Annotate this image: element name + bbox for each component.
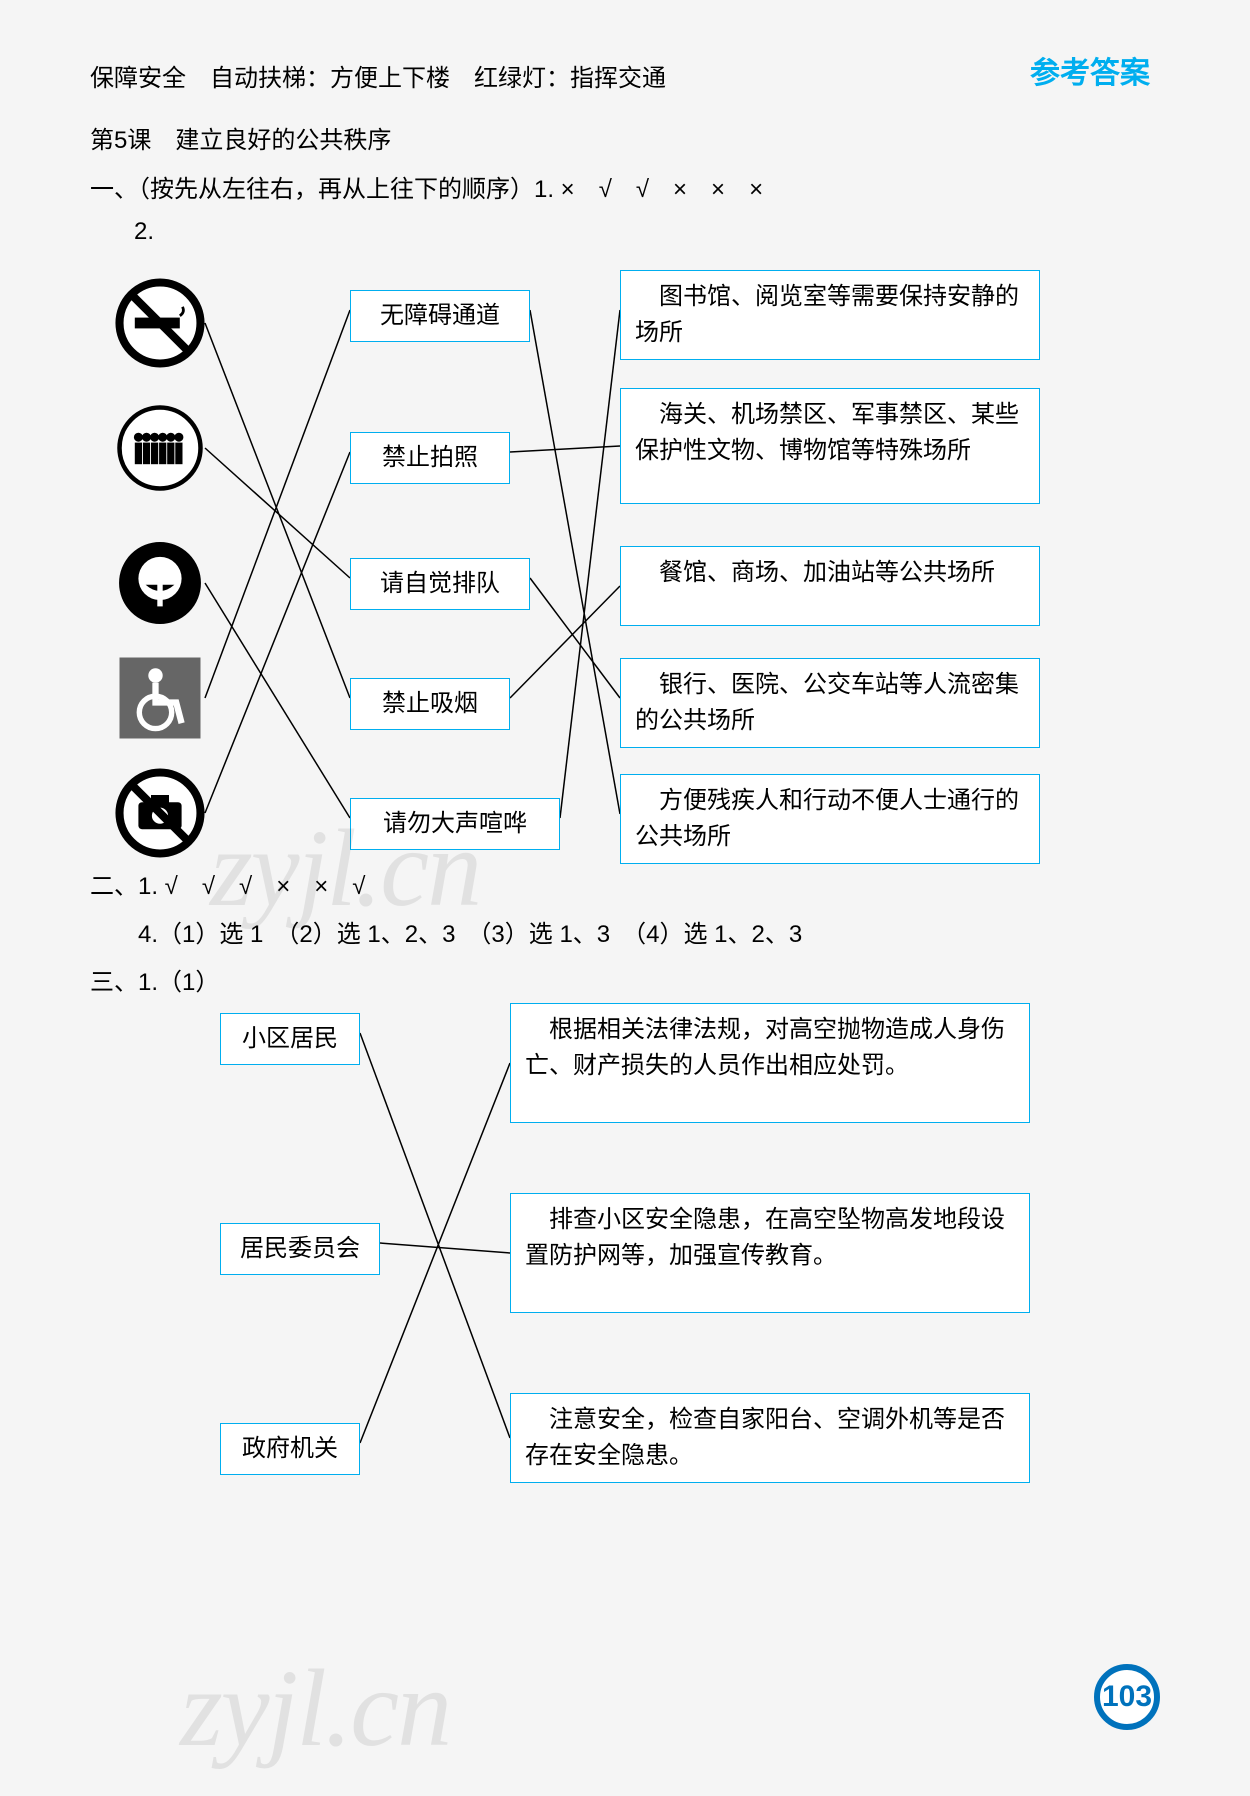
page-number-badge: 103 bbox=[1094, 1664, 1160, 1730]
right-desc-1: 海关、机场禁区、军事禁区、某些保护性文物、博物馆等特殊场所 bbox=[620, 388, 1040, 504]
mid-label-4: 请勿大声喧哗 bbox=[350, 798, 560, 850]
mid-label-2: 请自觉排队 bbox=[350, 558, 530, 610]
section-2-answers-4: 4.（1）选 1 （2）选 1、2、3 （3）选 1、3 （4）选 1、2、3 bbox=[90, 916, 1160, 954]
intro-text: 保障安全 自动扶梯：方便上下楼 红绿灯：指挥交通 bbox=[90, 60, 1160, 98]
section-3-label: 三、1.（1） bbox=[90, 964, 1160, 1002]
duty-0: 根据相关法律法规，对高空抛物造成人身伤亡、财产损失的人员作出相应处罚。 bbox=[510, 1003, 1030, 1123]
right-desc-4: 方便残疾人和行动不便人士通行的公共场所 bbox=[620, 774, 1040, 864]
quiet-icon bbox=[115, 538, 205, 628]
role-0: 小区居民 bbox=[220, 1013, 360, 1065]
question-1-answers: 一、（按先从左往右，再从上往下的顺序）1. × √ √ × × × bbox=[90, 171, 1160, 209]
question-2-label: 2. bbox=[90, 213, 1160, 251]
no-photo-icon bbox=[115, 768, 205, 858]
section-2-answers-1: 二、1. √ √ √ × × √ bbox=[90, 868, 1160, 906]
matching-diagram-1: 无障碍通道禁止拍照请自觉排队禁止吸烟请勿大声喧哗 图书馆、阅览室等需要保持安静的… bbox=[90, 258, 1160, 858]
role-2: 政府机关 bbox=[220, 1423, 360, 1475]
mid-label-0: 无障碍通道 bbox=[350, 290, 530, 342]
queue-icon bbox=[115, 403, 205, 493]
lesson-title: 第5课 建立良好的公共秩序 bbox=[90, 122, 1160, 160]
right-desc-3: 银行、医院、公交车站等人流密集的公共场所 bbox=[620, 658, 1040, 748]
role-1: 居民委员会 bbox=[220, 1223, 380, 1275]
no-smoking-icon bbox=[115, 278, 205, 368]
matching-diagram-2: 小区居民居民委员会政府机关 根据相关法律法规，对高空抛物造成人身伤亡、财产损失的… bbox=[90, 1003, 1160, 1513]
duty-2: 注意安全，检查自家阳台、空调外机等是否存在安全隐患。 bbox=[510, 1393, 1030, 1483]
duty-1: 排查小区安全隐患，在高空坠物高发地段设置防护网等，加强宣传教育。 bbox=[510, 1193, 1030, 1313]
right-desc-2: 餐馆、商场、加油站等公共场所 bbox=[620, 546, 1040, 626]
wheelchair-icon bbox=[115, 653, 205, 743]
right-desc-0: 图书馆、阅览室等需要保持安静的场所 bbox=[620, 270, 1040, 360]
watermark: zyjl.cn bbox=[180, 1620, 450, 1796]
mid-label-1: 禁止拍照 bbox=[350, 432, 510, 484]
mid-label-3: 禁止吸烟 bbox=[350, 678, 510, 730]
page-header-label: 参考答案 bbox=[1030, 50, 1150, 98]
